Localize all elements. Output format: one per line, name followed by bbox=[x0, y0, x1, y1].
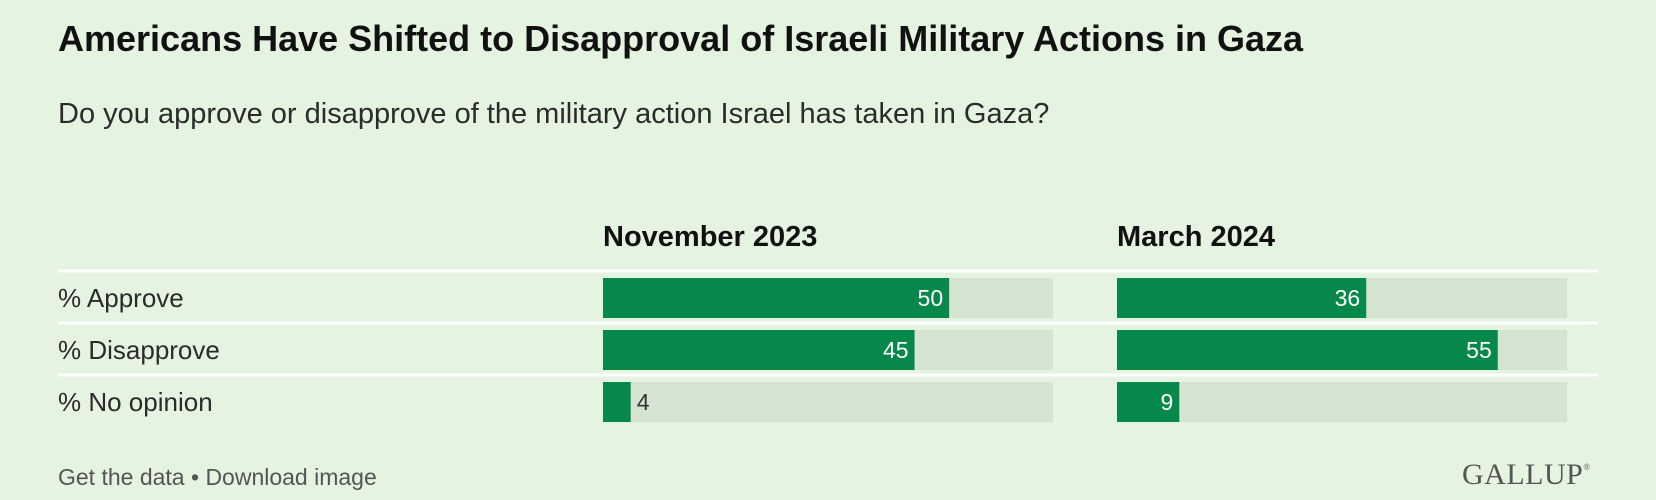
bar-0-0 bbox=[603, 278, 950, 318]
series-header-1: March 2024 bbox=[1117, 221, 1275, 253]
data-label-1-2: 9 bbox=[1161, 389, 1174, 415]
data-label-0-2: 4 bbox=[637, 389, 650, 415]
category-label-0: % Approve bbox=[58, 283, 184, 313]
footer-links: Get the data • Download image bbox=[58, 464, 377, 491]
bar-1-0 bbox=[1117, 278, 1367, 318]
chart-title: Americans Have Shifted to Disapproval of… bbox=[58, 18, 1304, 59]
get-data-link[interactable]: Get the data bbox=[58, 464, 185, 490]
series-header-0: November 2023 bbox=[603, 221, 817, 253]
logo-mark: ® bbox=[1583, 462, 1591, 472]
category-label-1: % Disapprove bbox=[58, 335, 220, 365]
bar-track-0-2 bbox=[603, 382, 1053, 422]
data-label-1-1: 55 bbox=[1466, 337, 1492, 363]
row-divider-0 bbox=[58, 269, 1598, 273]
chart-subtitle: Do you approve or disapprove of the mili… bbox=[58, 98, 1050, 130]
bar-track-1-2 bbox=[1117, 382, 1567, 422]
gallup-logo: GALLUP® bbox=[1462, 458, 1591, 492]
download-image-link[interactable]: Download image bbox=[205, 464, 377, 490]
row-divider-1 bbox=[58, 321, 1598, 325]
data-label-1-0: 36 bbox=[1335, 285, 1361, 311]
bar-0-2 bbox=[603, 382, 631, 422]
bar-1-2 bbox=[1117, 382, 1180, 422]
data-label-0-0: 50 bbox=[918, 285, 944, 311]
row-divider-2 bbox=[58, 373, 1598, 377]
footer-separator: • bbox=[190, 464, 200, 490]
logo-text: GALLUP bbox=[1462, 458, 1584, 491]
bar-0-1 bbox=[603, 330, 915, 370]
data-label-0-1: 45 bbox=[883, 337, 909, 363]
category-label-2: % No opinion bbox=[58, 387, 213, 417]
bar-1-1 bbox=[1117, 330, 1498, 370]
